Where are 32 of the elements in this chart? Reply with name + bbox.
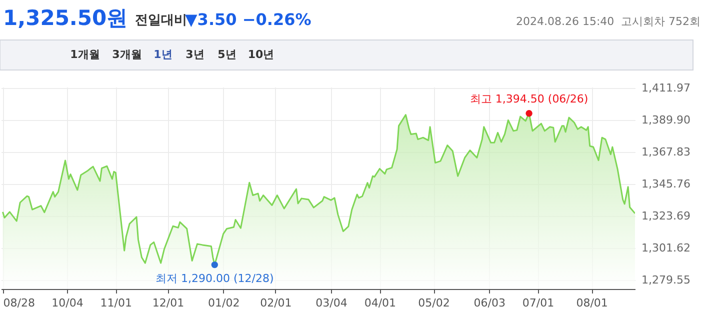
x-tick-label: 08/28	[3, 296, 35, 310]
x-tick-label: 10/04	[52, 296, 84, 310]
y-tick-label: 1,301.62	[642, 241, 690, 254]
text: 1개월	[70, 48, 100, 61]
text: 10년	[248, 48, 274, 61]
x-tick-label: 02/01	[260, 296, 292, 310]
x-tick-label: 11/01	[100, 296, 132, 310]
x-tick-label: 03/04	[316, 296, 348, 310]
text: 3개월	[112, 48, 142, 61]
text: 1년	[154, 48, 172, 61]
y-tick-label: 1,411.97	[642, 82, 690, 95]
text: 3년	[186, 48, 204, 61]
chart-title: 1,325.50원	[3, 6, 128, 30]
chart-subtitle: 전일대비	[135, 13, 187, 28]
y-tick-label: 1,279.55	[642, 273, 690, 286]
y-tick-label: 1,323.69	[642, 209, 690, 222]
x-tick-label: 07/01	[522, 296, 554, 310]
y-tick-label: 1,345.76	[642, 178, 690, 190]
x-tick-label: 06/03	[474, 296, 506, 310]
x-tick-label: 12/01	[152, 296, 184, 310]
y-tick-label: 1,367.83	[642, 146, 690, 159]
annotation: 최저 1,290.00 (12/28)	[156, 272, 274, 285]
annotation: 최고 1,394.50 (06/26)	[470, 92, 588, 106]
x-tick-label: 04/01	[364, 296, 396, 310]
text: 5년	[218, 48, 236, 61]
x-tick-label: 05/02	[418, 296, 450, 310]
text: 2024.08.26 15:40	[516, 15, 614, 28]
x-tick-label: 08/01	[576, 296, 608, 310]
y-tick-label: 1,389.90	[642, 114, 690, 127]
text: 고시회차 752회	[621, 15, 700, 28]
x-tick-label: 01/02	[208, 296, 240, 310]
text: ▼3.50 −0.26%	[185, 10, 312, 29]
